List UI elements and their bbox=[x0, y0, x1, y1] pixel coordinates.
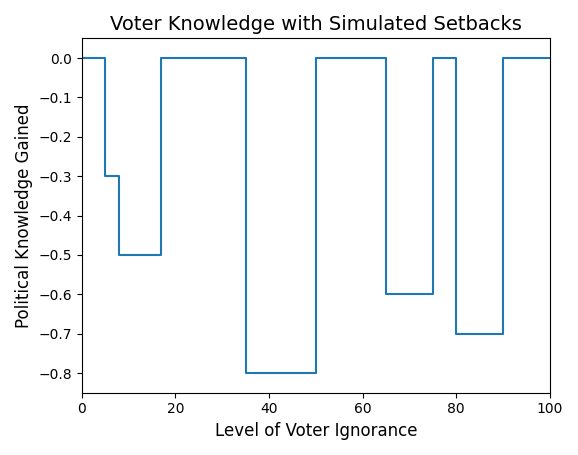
X-axis label: Level of Voter Ignorance: Level of Voter Ignorance bbox=[214, 422, 417, 440]
Title: Voter Knowledge with Simulated Setbacks: Voter Knowledge with Simulated Setbacks bbox=[110, 15, 522, 34]
Y-axis label: Political Knowledge Gained: Political Knowledge Gained bbox=[15, 103, 33, 328]
